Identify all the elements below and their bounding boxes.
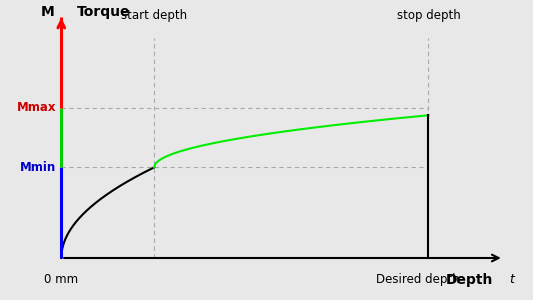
Text: Torque: Torque bbox=[77, 5, 131, 19]
Text: Mmin: Mmin bbox=[20, 161, 56, 174]
Text: Desired depth: Desired depth bbox=[376, 273, 459, 286]
Text: M: M bbox=[41, 5, 55, 19]
Text: Depth: Depth bbox=[446, 273, 493, 287]
Text: 0 mm: 0 mm bbox=[44, 273, 78, 286]
Text: Mmax: Mmax bbox=[17, 101, 56, 114]
Text: stop depth: stop depth bbox=[397, 10, 461, 22]
Text: start depth: start depth bbox=[121, 10, 187, 22]
Text: t: t bbox=[509, 273, 514, 286]
